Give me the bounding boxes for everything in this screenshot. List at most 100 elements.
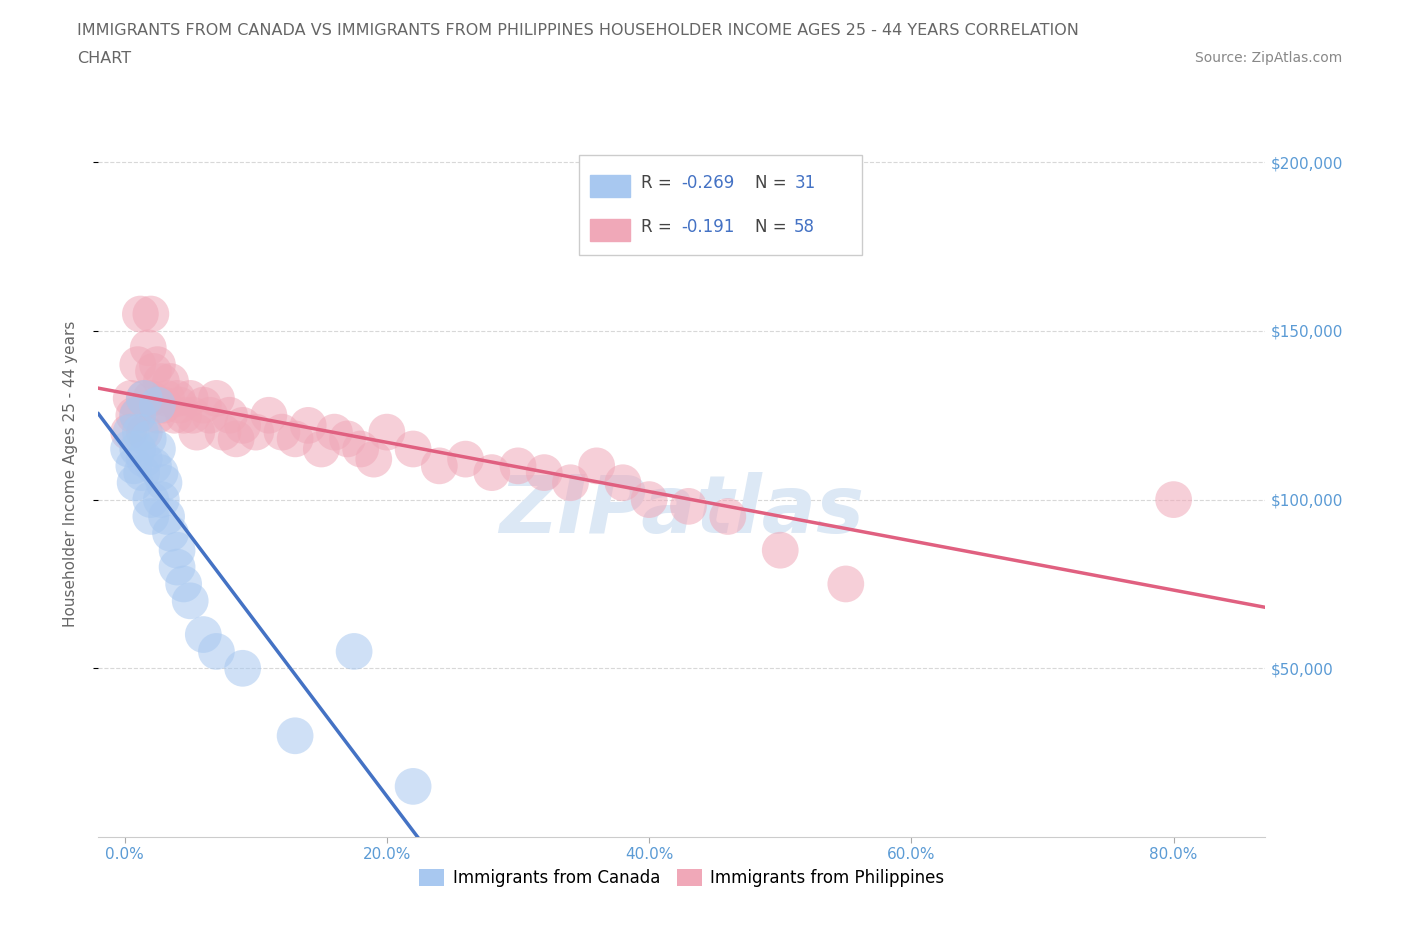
Point (284, 432, 307, 446)
Point (245, 425, 267, 440)
Point (181, 408, 204, 423)
Point (129, 307, 152, 322)
Point (120, 425, 142, 440)
Point (350, 442, 373, 457)
Point (835, 577, 858, 591)
FancyBboxPatch shape (579, 154, 862, 255)
Bar (591, 175, 630, 196)
Point (122, 408, 145, 423)
Point (205, 644, 228, 658)
Point (131, 465, 153, 480)
Point (153, 475, 176, 490)
Point (127, 408, 149, 423)
Point (173, 577, 195, 591)
Point (136, 340, 159, 355)
Point (179, 593, 201, 608)
Point (155, 391, 177, 405)
Point (166, 560, 188, 575)
Point (343, 644, 366, 658)
Text: -0.191: -0.191 (681, 218, 734, 235)
Point (427, 458, 450, 473)
Point (150, 374, 173, 389)
Y-axis label: Householder Income Ages 25 - 44 years: Householder Income Ages 25 - 44 years (63, 321, 77, 628)
Point (212, 425, 235, 440)
Point (139, 307, 162, 322)
Legend: Immigrants from Canada, Immigrants from Philippines: Immigrants from Canada, Immigrants from … (413, 862, 950, 894)
Point (134, 452, 156, 467)
Text: -0.269: -0.269 (681, 174, 734, 192)
Point (560, 475, 582, 490)
Point (284, 728, 307, 743)
Text: IMMIGRANTS FROM CANADA VS IMMIGRANTS FROM PHILIPPINES HOUSEHOLDER INCOME AGES 25: IMMIGRANTS FROM CANADA VS IMMIGRANTS FRO… (77, 23, 1080, 38)
Point (402, 779, 425, 794)
Point (142, 364, 165, 379)
Point (166, 391, 188, 405)
Point (585, 458, 607, 473)
Text: Source: ZipAtlas.com: Source: ZipAtlas.com (1195, 51, 1343, 65)
Point (271, 425, 294, 440)
Point (146, 357, 169, 372)
Point (533, 465, 555, 480)
Point (257, 408, 280, 423)
Point (163, 408, 186, 423)
Point (127, 357, 149, 372)
Point (454, 452, 477, 467)
Point (323, 425, 346, 440)
Point (612, 475, 634, 490)
Point (218, 408, 240, 423)
Point (193, 398, 215, 413)
Point (153, 398, 176, 413)
Point (173, 408, 195, 423)
Point (159, 374, 181, 389)
Point (127, 408, 149, 423)
Point (232, 661, 254, 676)
Point (166, 543, 188, 558)
Bar (591, 219, 630, 241)
Point (139, 391, 162, 405)
Point (139, 509, 162, 524)
Text: ZIPatlas: ZIPatlas (499, 472, 865, 550)
Point (638, 492, 661, 507)
Point (205, 391, 228, 405)
Point (297, 418, 319, 432)
Point (717, 509, 740, 524)
Point (129, 425, 152, 440)
Point (139, 492, 162, 507)
Point (136, 432, 159, 446)
Text: N =: N = (755, 174, 786, 192)
Point (146, 398, 169, 413)
Text: N =: N = (755, 218, 786, 235)
Point (155, 509, 177, 524)
Point (159, 525, 181, 540)
Point (769, 543, 792, 558)
Point (149, 465, 172, 480)
Point (506, 458, 529, 473)
Point (117, 425, 139, 440)
Point (311, 442, 333, 457)
Point (402, 442, 425, 457)
Point (363, 452, 385, 467)
Point (120, 391, 142, 405)
Text: R =: R = (641, 218, 672, 235)
Point (117, 442, 139, 457)
Point (134, 391, 156, 405)
Text: 31: 31 (794, 174, 815, 192)
Point (142, 458, 165, 473)
Point (481, 465, 503, 480)
Point (336, 432, 359, 446)
Point (124, 475, 146, 490)
Point (146, 442, 169, 457)
Point (169, 398, 191, 413)
Point (150, 492, 173, 507)
Point (193, 627, 215, 642)
Point (375, 425, 398, 440)
Point (198, 408, 221, 423)
Point (1163, 492, 1185, 507)
Point (134, 425, 156, 440)
Text: R =: R = (641, 174, 672, 192)
Point (127, 442, 149, 457)
Point (134, 391, 156, 405)
Text: 58: 58 (794, 218, 815, 235)
Point (232, 418, 254, 432)
Point (186, 425, 208, 440)
